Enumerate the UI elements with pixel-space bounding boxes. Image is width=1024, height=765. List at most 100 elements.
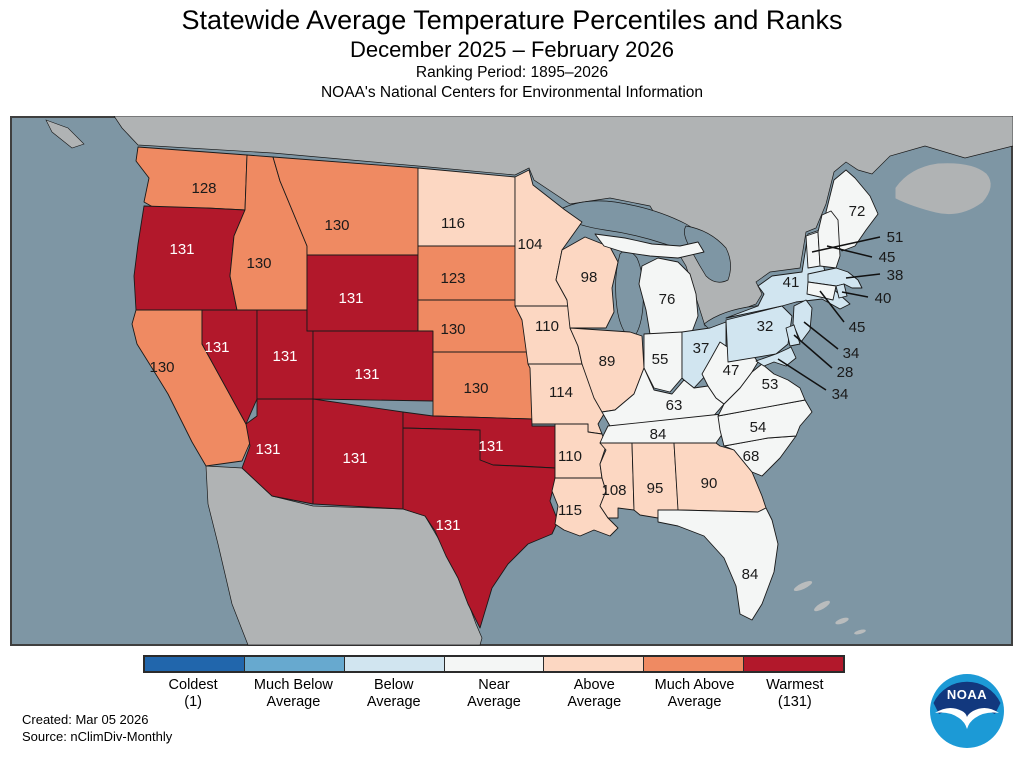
- state-nh: [817, 210, 841, 269]
- state-label-fl: 84: [742, 566, 759, 583]
- data-source: Source: nClimDiv-Monthly: [22, 729, 173, 744]
- state-tx: [402, 427, 559, 629]
- footer-credits: Created: Mar 05 2026 Source: nClimDiv-Mo…: [22, 711, 172, 745]
- state-label-mt: 130: [324, 217, 349, 234]
- state-label-mi: 76: [659, 291, 676, 308]
- legend-swatch-near: [443, 657, 544, 671]
- state-label-de: 28: [837, 364, 854, 381]
- state-label-oh: 37: [693, 340, 710, 357]
- leader-line-md: [777, 358, 827, 391]
- bahamas-island: [814, 600, 830, 612]
- lake-michigan: [615, 250, 644, 341]
- legend-label-below: Below Average: [366, 677, 421, 710]
- page-title: Statewide Average Temperature Percentile…: [181, 5, 843, 35]
- state-ms: [599, 442, 635, 519]
- state-label-va: 53: [762, 376, 779, 393]
- state-label-ny: 41: [783, 274, 800, 291]
- state-label-ga: 90: [701, 475, 718, 492]
- legend-color-bar: [143, 655, 845, 673]
- state-label-ut: 131: [272, 348, 297, 365]
- page-subtitle-period: December 2025 – February 2026: [349, 37, 675, 62]
- legend-label-coldest: Coldest (1): [168, 677, 218, 710]
- state-or: [133, 205, 246, 311]
- state-md: [755, 346, 797, 367]
- bahamas-island: [835, 617, 849, 625]
- state-label-ct: 45: [849, 319, 866, 336]
- noaa-seagull-icon: [935, 707, 999, 729]
- leader-line-nj: [803, 321, 839, 350]
- state-label-nd: 116: [441, 215, 465, 232]
- ranking-period: Ranking Period: 1895–2026: [415, 64, 609, 81]
- state-label-ks: 130: [463, 380, 488, 397]
- state-label-sd: 123: [440, 270, 465, 287]
- state-ct: [806, 281, 837, 301]
- legend-labels: Coldest (1) Much Below Average Below Average N…: [143, 677, 845, 711]
- state-label-nj: 34: [843, 345, 860, 362]
- state-label-mo: 114: [549, 384, 573, 401]
- state-label-ms: 108: [601, 482, 626, 499]
- legend-label-above: Above Average: [567, 677, 622, 710]
- state-label-ar: 110: [558, 448, 582, 465]
- state-label-wv: 47: [723, 362, 740, 379]
- state-nd: [417, 167, 516, 247]
- legend-label-warmest: Warmest (131): [766, 677, 824, 710]
- state-label-az: 131: [255, 441, 280, 458]
- nova-scotia-landmass: [895, 163, 991, 215]
- us-states-map: 128 131 130 130 131 131 131 130 131 131 131 116 123 1…: [10, 116, 1013, 646]
- vancouver-island: [45, 119, 85, 149]
- state-wi: [555, 236, 619, 329]
- state-label-ky: 63: [666, 397, 683, 414]
- state-label-id: 130: [246, 255, 271, 272]
- agency-name: NOAA's National Centers for Environmenta…: [320, 84, 703, 101]
- legend-swatch-coldest: [145, 657, 244, 671]
- state-label-sc: 68: [743, 448, 760, 465]
- legend: Coldest (1) Much Below Average Below Average N…: [143, 655, 845, 711]
- state-label-wi: 98: [581, 269, 598, 286]
- state-label-la: 115: [558, 502, 582, 519]
- state-label-or: 131: [169, 241, 194, 258]
- legend-label-much_below: Much Below Average: [253, 677, 333, 710]
- created-date: Created: Mar 05 2026: [22, 712, 149, 727]
- state-label-nc: 54: [750, 419, 767, 436]
- state-label-ca: 130: [149, 359, 174, 376]
- leader-line-de: [793, 334, 833, 369]
- state-label-wy: 131: [338, 290, 363, 307]
- state-label-il: 89: [599, 353, 616, 370]
- state-label-tn: 84: [650, 426, 667, 443]
- legend-swatch-warmest: [743, 657, 844, 671]
- legend-label-near: Near Average: [467, 677, 521, 710]
- leader-line-ct: [819, 290, 845, 323]
- state-nv: [201, 309, 258, 425]
- state-label-nv: 131: [204, 339, 229, 356]
- state-label-ne: 130: [440, 321, 465, 338]
- noaa-logo-text: NOAA: [947, 687, 987, 702]
- lake-huron: [684, 225, 731, 283]
- leader-line-vt: [811, 236, 881, 253]
- state-label-al: 95: [647, 480, 664, 497]
- state-label-in: 55: [652, 351, 669, 368]
- legend-swatch-above: [543, 657, 644, 671]
- state-label-wa: 128: [191, 180, 216, 197]
- bahamas-island: [793, 580, 813, 592]
- state-fl: [657, 507, 779, 621]
- state-label-co: 131: [354, 366, 379, 383]
- legend-swatch-much_above: [643, 657, 744, 671]
- state-label-mn: 104: [517, 236, 542, 253]
- leader-line-nh: [826, 245, 873, 258]
- state-mi: [594, 233, 705, 335]
- state-label-nm: 131: [342, 450, 367, 467]
- state-label-vt: 51: [887, 229, 904, 246]
- bahamas-island: [854, 629, 866, 635]
- state-label-ia: 110: [535, 318, 559, 335]
- legend-swatch-below: [343, 657, 444, 671]
- legend-swatch-much_below: [243, 657, 344, 671]
- title-block: Statewide Average Temperature Percentile…: [0, 4, 1024, 103]
- leader-line-ma: [845, 273, 881, 279]
- state-label-me: 72: [849, 203, 866, 220]
- state-label-ok: 131: [478, 438, 503, 455]
- state-de: [785, 324, 801, 347]
- state-label-ma: 38: [887, 267, 904, 284]
- legend-label-much_above: Much Above Average: [654, 677, 735, 710]
- state-nc: [717, 399, 813, 447]
